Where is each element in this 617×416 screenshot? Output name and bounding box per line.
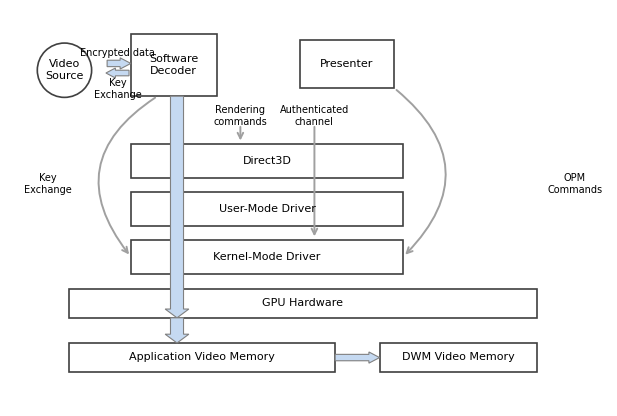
Text: Rendering
commands: Rendering commands xyxy=(213,105,267,127)
Text: Direct3D: Direct3D xyxy=(242,156,291,166)
Text: DWM Video Memory: DWM Video Memory xyxy=(402,352,515,362)
Polygon shape xyxy=(107,58,131,69)
Text: OPM
Commands: OPM Commands xyxy=(547,173,603,195)
Ellipse shape xyxy=(37,43,91,97)
Text: Authenticated
channel: Authenticated channel xyxy=(280,105,349,127)
Bar xyxy=(131,144,404,178)
Text: Key
Exchange: Key Exchange xyxy=(94,78,142,100)
Polygon shape xyxy=(165,96,189,318)
Bar xyxy=(300,40,394,88)
Bar xyxy=(131,192,404,226)
Bar xyxy=(379,343,537,372)
Bar xyxy=(68,343,335,372)
Text: Application Video Memory: Application Video Memory xyxy=(129,352,275,362)
Polygon shape xyxy=(165,318,189,343)
Text: Key
Exchange: Key Exchange xyxy=(24,173,72,195)
Bar xyxy=(68,289,537,318)
Text: Kernel-Mode Driver: Kernel-Mode Driver xyxy=(213,252,321,262)
Text: Software
Decoder: Software Decoder xyxy=(149,54,199,76)
Text: Video
Source: Video Source xyxy=(45,59,84,81)
Bar xyxy=(131,240,404,274)
Polygon shape xyxy=(335,352,379,363)
Text: User-Mode Driver: User-Mode Driver xyxy=(218,204,315,214)
Text: Presenter: Presenter xyxy=(320,59,374,69)
Text: Encrypted data: Encrypted data xyxy=(80,48,155,58)
Text: GPU Hardware: GPU Hardware xyxy=(262,298,343,308)
Bar xyxy=(131,34,217,96)
Polygon shape xyxy=(106,68,129,78)
